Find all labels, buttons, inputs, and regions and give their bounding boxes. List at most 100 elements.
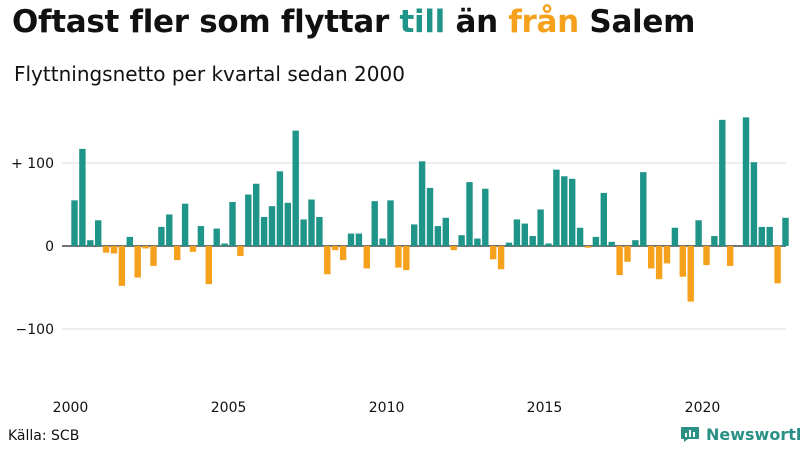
- bar-78: [687, 246, 694, 302]
- bar-10: [150, 246, 157, 266]
- bar-60: [545, 243, 552, 246]
- bar-65: [584, 246, 592, 248]
- x-tick-label-2000: 2000: [53, 400, 89, 416]
- bar-72: [640, 172, 647, 246]
- bar-40: [387, 200, 394, 246]
- bar-29: [300, 219, 307, 246]
- bar-27: [284, 202, 291, 246]
- bar-25: [268, 206, 276, 246]
- bar-67: [600, 192, 607, 246]
- y-tick-label-2: −100: [16, 322, 54, 338]
- bar-7: [126, 236, 133, 246]
- bar-6: [118, 246, 126, 286]
- chart-title: Oftast fler som flyttar till än från Sal…: [12, 4, 695, 40]
- bar-24: [260, 216, 268, 246]
- bar-57: [521, 223, 528, 246]
- x-tick-label-2020: 2020: [685, 400, 721, 416]
- bar-22: [245, 194, 252, 246]
- bar-53: [490, 246, 497, 260]
- bar-56: [513, 219, 521, 246]
- title-part-3: än: [444, 4, 509, 40]
- bar-49: [458, 235, 465, 246]
- bar-12: [166, 214, 173, 246]
- bar-32: [324, 246, 331, 275]
- bar-54: [497, 246, 505, 270]
- bar-66: [592, 236, 600, 246]
- bar-5: [110, 246, 118, 254]
- bar-64: [576, 227, 584, 246]
- bar-21: [237, 246, 244, 256]
- bar-18: [213, 228, 220, 246]
- bar-73: [648, 246, 655, 269]
- bar-68: [608, 241, 615, 246]
- bar-45: [426, 187, 434, 246]
- bar-33: [332, 246, 339, 251]
- newsworthy-logo-icon: [681, 427, 699, 442]
- bar-58: [529, 236, 536, 246]
- source-note: Källa: SCB: [8, 428, 80, 444]
- bar-37: [363, 246, 370, 269]
- bar-79: [695, 220, 702, 246]
- bar-46: [434, 226, 442, 246]
- bar-51: [474, 238, 481, 246]
- bar-11: [158, 226, 165, 246]
- bar-1: [79, 148, 86, 246]
- bar-44: [418, 161, 426, 246]
- bar-70: [624, 246, 631, 262]
- title-highlight-till: till: [399, 4, 445, 40]
- bars: [71, 117, 789, 302]
- bar-69: [616, 246, 623, 276]
- bar-2: [87, 240, 94, 246]
- bar-83: [727, 246, 734, 266]
- bar-26: [276, 171, 284, 246]
- bar-76: [671, 227, 679, 246]
- bar-55: [505, 242, 513, 246]
- bar-81: [711, 236, 718, 246]
- y-tick-label-1: 0: [45, 239, 54, 255]
- bar-15: [189, 246, 197, 252]
- bar-90: [782, 217, 789, 246]
- bar-48: [450, 246, 457, 251]
- bar-23: [253, 183, 260, 246]
- y-tick-label-0: + 100: [11, 156, 54, 172]
- bar-13: [174, 246, 181, 261]
- bar-9: [142, 246, 149, 249]
- bar-85: [742, 117, 750, 246]
- bar-17: [205, 246, 212, 285]
- x-tick-label-2005: 2005: [211, 400, 247, 416]
- bar-63: [569, 178, 576, 246]
- bar-43: [411, 224, 418, 246]
- title-part-5: Salem: [578, 4, 696, 40]
- bar-82: [719, 119, 726, 246]
- y-axis-labels: + 100 0 −100: [11, 156, 54, 338]
- bar-35: [347, 233, 355, 246]
- bar-39: [379, 238, 386, 246]
- bar-28: [292, 130, 299, 246]
- bar-77: [679, 246, 686, 277]
- x-axis-labels: 2000 2005 2010 2015 2020: [53, 400, 721, 416]
- brand-name: Newsworthy: [706, 424, 800, 444]
- bar-34: [339, 246, 347, 261]
- bar-59: [537, 209, 544, 246]
- bar-41: [395, 246, 402, 268]
- bar-52: [482, 188, 489, 246]
- bar-87: [758, 226, 765, 246]
- bar-74: [655, 246, 663, 280]
- bar-80: [703, 246, 710, 266]
- bar-88: [766, 226, 773, 246]
- bar-42: [403, 246, 410, 271]
- brand-logo: Newsworthy: [680, 424, 800, 444]
- bar-30: [308, 199, 315, 246]
- chart-subtitle: Flyttningsnetto per kvartal sedan 2000: [14, 62, 405, 86]
- bar-75: [663, 246, 671, 264]
- bar-61: [553, 169, 560, 246]
- bar-47: [442, 217, 449, 246]
- title-part-1: Oftast fler som flyttar: [12, 4, 400, 40]
- bar-0: [71, 200, 78, 246]
- bar-71: [632, 240, 639, 246]
- bar-8: [134, 246, 141, 278]
- bar-36: [355, 233, 363, 246]
- bar-16: [197, 226, 205, 246]
- bar-20: [229, 202, 236, 246]
- title-highlight-fran: från: [508, 4, 579, 40]
